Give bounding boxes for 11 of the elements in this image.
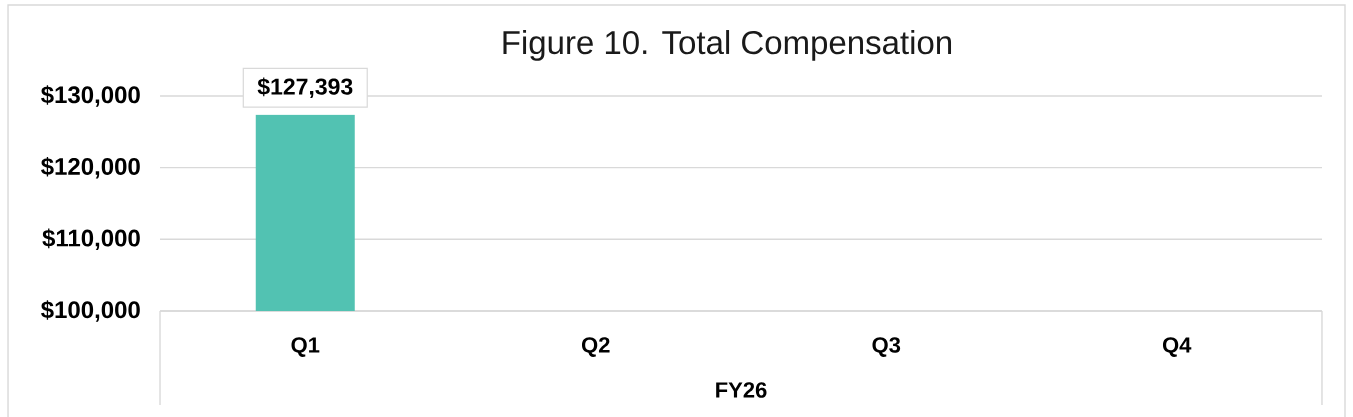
- chart-title: Figure 10. Total Compensation: [503, 30, 952, 61]
- x-tick-label: Q3: [872, 337, 901, 357]
- y-tick-label: $120,000: [41, 156, 140, 179]
- y-tick-label: $130,000: [41, 85, 140, 107]
- x-tick-label: Q4: [1162, 337, 1192, 357]
- data-label: $127,393: [257, 77, 353, 99]
- y-tick-label: $110,000: [42, 228, 140, 251]
- y-tick-label: $100,000: [41, 300, 140, 322]
- x-axis-title: FY26: [716, 382, 767, 398]
- x-tick-label: Q2: [581, 337, 610, 357]
- x-tick-label: Q1: [291, 337, 320, 357]
